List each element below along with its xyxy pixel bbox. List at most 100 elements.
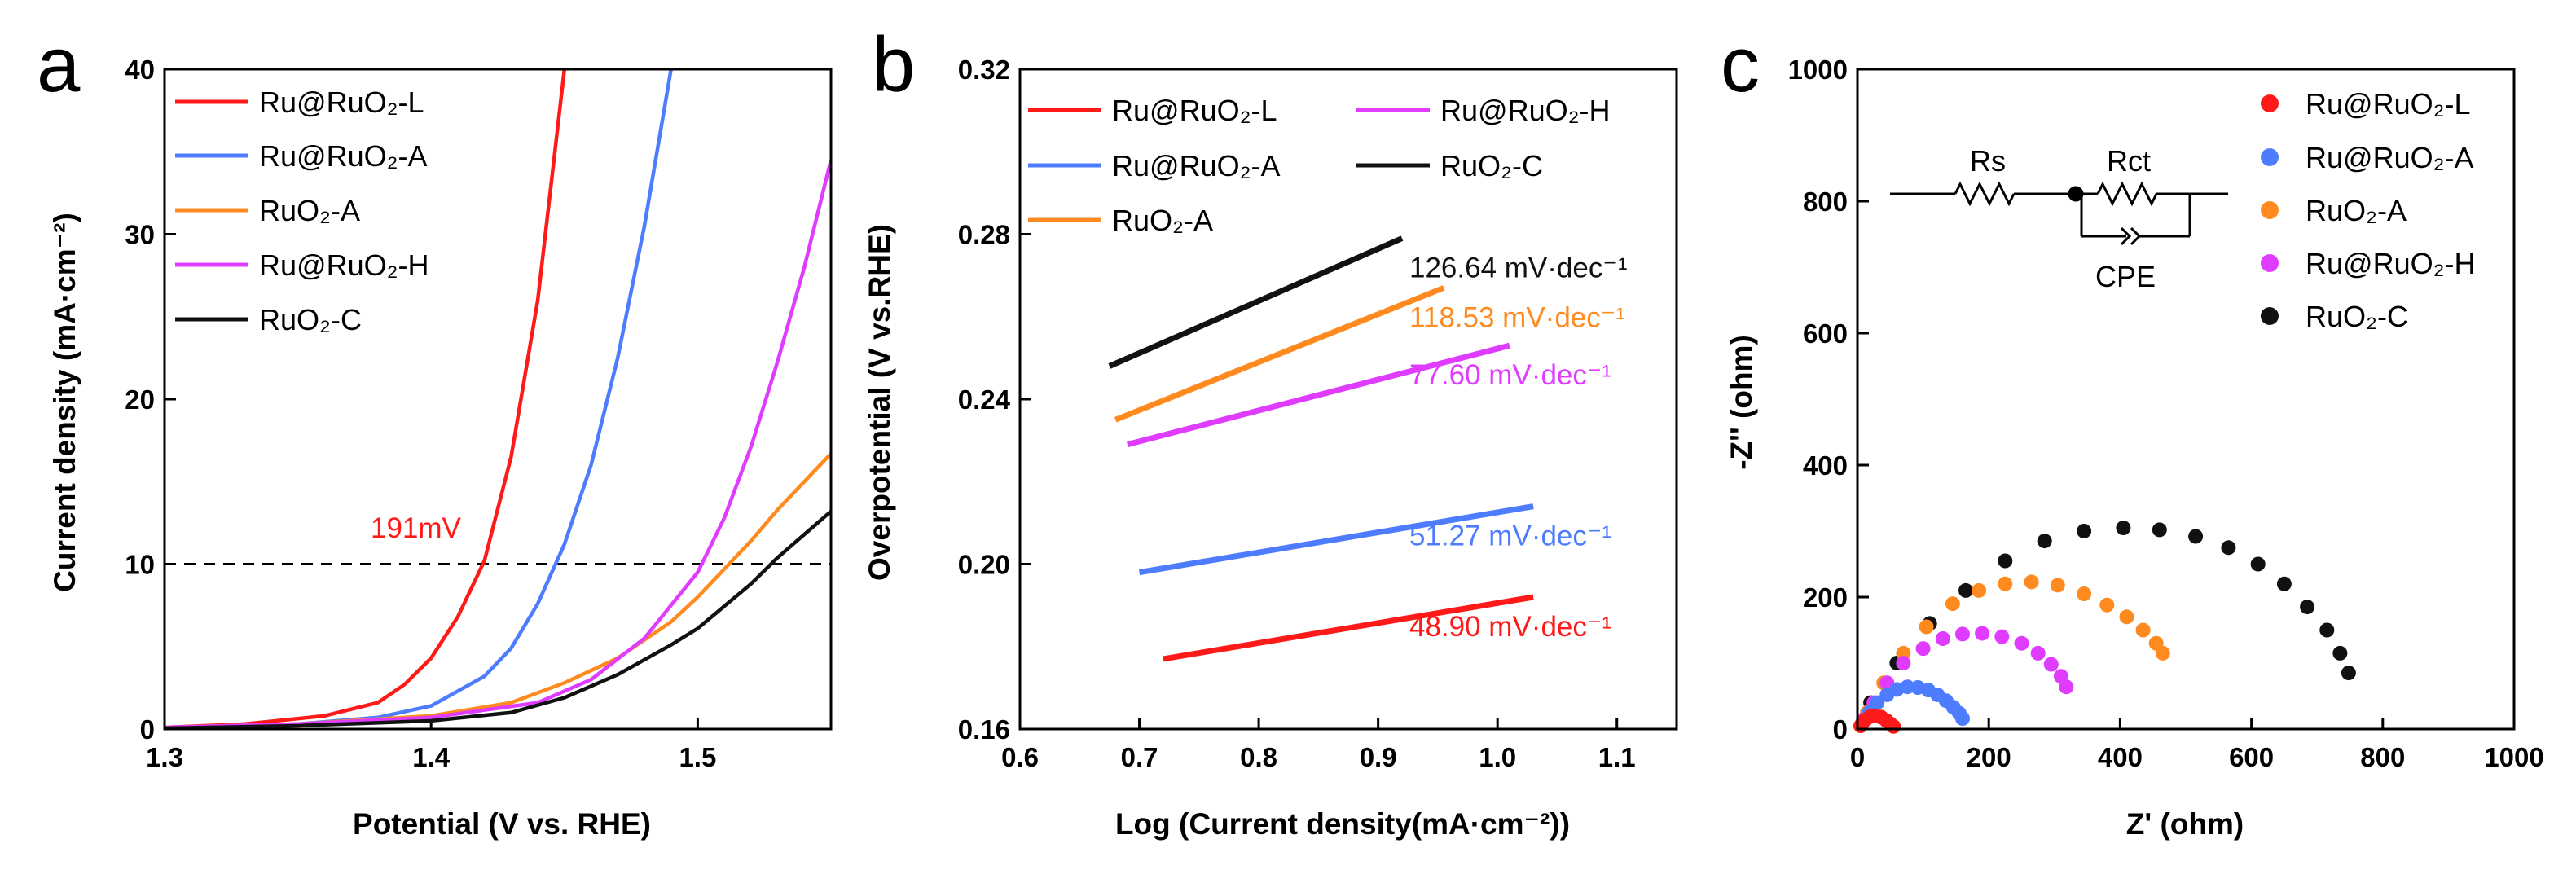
panel-b-xtick-label: 1.0: [1479, 742, 1516, 772]
panel-b-xtick-label: 0.6: [1001, 742, 1039, 772]
panel-c: c Z' (ohm) -Z'' (ohm) 0 200 400 600 800 10000…: [1721, 21, 2544, 841]
panel-a-ytick-label: 20: [125, 384, 155, 415]
panel-b-xlabel: Log (Current density(mA·cm⁻²)): [1115, 807, 1570, 841]
panel-a-letter: a: [37, 21, 81, 108]
tafel-line-ru-ruo2-a: [1138, 503, 1534, 576]
panel-b-xtick-label: 0.7: [1121, 742, 1158, 772]
legend-label-ru-ruo2-h: Ru@RuO₂-H: [2306, 247, 2476, 280]
panel-c-plot-area: 0 200 400 600 800 1000 0 200 400 600 800 1000: [1788, 55, 2544, 772]
tafel-line-ru-ruo2-h: [1127, 342, 1510, 448]
nyquist-point-ruo2-c: [2116, 521, 2131, 535]
tafel-slope-label-ru-ruo2-l: 48.90 mV·dec⁻¹: [1409, 611, 1611, 643]
tafel-slope-label-ruo2-c: 126.64 mV·dec⁻¹: [1409, 253, 1628, 284]
nyquist-point-ruo2-c: [1998, 553, 2013, 569]
panel-c-ytick-label: 600: [1803, 318, 1848, 349]
tafel-slope-label-ruo2-a: 118.53 mV·dec⁻¹: [1409, 301, 1625, 333]
circuit-label-rs: Rs: [1970, 144, 2006, 178]
panel-c-ytick-label: 400: [1803, 450, 1848, 481]
nyquist-point-ruo2-a: [1945, 596, 1960, 612]
legend-label-ruo2-a: RuO₂-A: [2306, 194, 2407, 227]
panel-c-ytick-label: 1000: [1788, 55, 1848, 85]
nyquist-point-ruo2-a: [1998, 576, 2013, 591]
nyquist-point-ruo2-a: [2099, 597, 2115, 613]
panel-a-ytick-label: 30: [125, 220, 155, 250]
panel-c-xtick-label: 200: [1967, 742, 2011, 772]
nyquist-point-ruo2-c: [2188, 529, 2204, 544]
nyquist-point-ru-ruo2-a: [1870, 695, 1885, 710]
panel-b-xtick-label: 1.1: [1598, 742, 1636, 772]
legend-label-ruo2-c: RuO₂-C: [1440, 149, 1543, 182]
tafel-slope-label-ru-ruo2-h: 77.60 mV·dec⁻¹: [1409, 359, 1611, 391]
nyquist-point-ruo2-c: [2319, 622, 2335, 638]
panel-c-xtick-label: 1000: [2484, 742, 2543, 772]
legend-marker-ruo2-c: [2261, 307, 2279, 325]
panel-b-plot-area: 0.6 0.7 0.8 0.9 1.0 1.1 0.16 0.20 0.24 0.28 0.32 48…: [958, 55, 1636, 772]
nyquist-point-ruo2-a: [2155, 645, 2170, 661]
legend-label-ru-ruo2-a: Ru@RuO₂-A: [1112, 149, 1281, 182]
nyquist-point-ruo2-a: [1972, 582, 1987, 598]
circuit-node: [2068, 186, 2084, 202]
panel-b-ylabel: Overpotential (V vs.RHE): [863, 224, 896, 581]
panel-a-ytick-label: 40: [125, 55, 155, 85]
nyquist-point-ruo2-c: [2037, 534, 2052, 549]
panel-c-ytick-label: 800: [1803, 187, 1848, 217]
panel-b-letter: b: [872, 21, 915, 108]
nyquist-point-ru-ruo2-h: [2043, 657, 2059, 672]
panel-c-ytick-label: 0: [1833, 714, 1848, 745]
series-line-ru-ruo2-l: [165, 69, 567, 729]
legend-label-ru-ruo2-a: Ru@RuO₂-A: [2306, 141, 2474, 174]
legend-label-ruo2-a: RuO₂-A: [259, 194, 360, 227]
nyquist-point-ru-ruo2-h: [1975, 626, 1990, 641]
tafel-slope-label-ru-ruo2-a: 51.27 mV·dec⁻¹: [1409, 521, 1611, 552]
series-line-ruo2-c: [165, 509, 831, 729]
nyquist-point-ruo2-a: [2024, 574, 2039, 590]
panel-a-ytick-label: 0: [140, 714, 155, 745]
nyquist-point-ru-ruo2-h: [1955, 626, 1970, 642]
nyquist-point-ru-ruo2-h: [1935, 631, 1950, 646]
nyquist-point-ruo2-c: [2077, 524, 2092, 538]
panel-b-ytick-label: 0.16: [958, 714, 1010, 745]
panel-c-xtick-label: 0: [1850, 742, 1865, 772]
nyquist-point-ruo2-a: [2050, 578, 2065, 593]
legend-marker-ru-ruo2-l: [2261, 94, 2279, 112]
tafel-line-ruo2-c: [1108, 235, 1404, 369]
equivalent-circuit-diagram: [1890, 181, 2228, 246]
legend-label-ru-ruo2-h: Ru@RuO₂-H: [259, 248, 429, 282]
nyquist-point-ruo2-c: [2341, 666, 2356, 681]
nyquist-point-ru-ruo2-h: [2030, 645, 2046, 661]
nyquist-point-ru-ruo2-a: [1900, 679, 1915, 695]
tafel-line-ruo2-a: [1114, 285, 1445, 423]
panel-b-xtick-label: 0.9: [1360, 742, 1397, 772]
series-line-ru-ruo2-h: [165, 159, 831, 729]
panel-c-letter: c: [1721, 21, 1760, 108]
panel-c-xtick-label: 400: [2098, 742, 2143, 772]
panel-b-legend: Ru@RuO₂-L Ru@RuO₂-H Ru@RuO₂-A RuO₂-C RuO…: [1028, 94, 1611, 237]
legend-label-ru-ruo2-a: Ru@RuO₂-A: [259, 139, 428, 173]
panel-a-xlabel: Potential (V vs. RHE): [353, 807, 651, 841]
panel-b-xtick-label: 0.8: [1240, 742, 1277, 772]
nyquist-point-ru-ruo2-h: [1994, 629, 2010, 644]
nyquist-point-ru-ruo2-a: [1955, 711, 1970, 726]
panel-c-xtick-label: 600: [2229, 742, 2274, 772]
panel-b-frame: [1018, 68, 1678, 731]
panel-b-ytick-label: 0.20: [958, 550, 1010, 580]
legend-label-ru-ruo2-l: Ru@RuO₂-L: [2306, 87, 2471, 121]
nyquist-point-ruo2-a: [2077, 586, 2092, 601]
nyquist-point-ruo2-c: [1958, 582, 1973, 598]
series-line-ruo2-a: [165, 452, 831, 729]
legend-marker-ru-ruo2-a: [2261, 148, 2279, 166]
panel-a-xtick-label: 1.5: [679, 742, 716, 772]
panel-a-ylabel: Current density (mA·cm⁻²): [48, 213, 81, 592]
panel-b-ytick-label: 0.32: [958, 55, 1010, 85]
legend-label-ru-ruo2-l: Ru@RuO₂-L: [259, 86, 424, 119]
panel-a-frame: [163, 68, 833, 731]
legend-label-ru-ruo2-l: Ru@RuO₂-L: [1112, 94, 1277, 127]
circuit-label-rct: Rct: [2107, 144, 2151, 178]
legend-label-ru-ruo2-h: Ru@RuO₂-H: [1440, 94, 1611, 127]
panel-c-xtick-label: 800: [2360, 742, 2405, 772]
legend-label-ruo2-c: RuO₂-C: [2306, 300, 2408, 333]
panel-b: b Log (Current density(mA·cm⁻²)) Overpot…: [863, 21, 1678, 841]
nyquist-point-ruo2-c: [2276, 576, 2292, 591]
nyquist-point-ru-ruo2-h: [2059, 679, 2074, 695]
tafel-line-ru-ruo2-l: [1163, 594, 1534, 662]
